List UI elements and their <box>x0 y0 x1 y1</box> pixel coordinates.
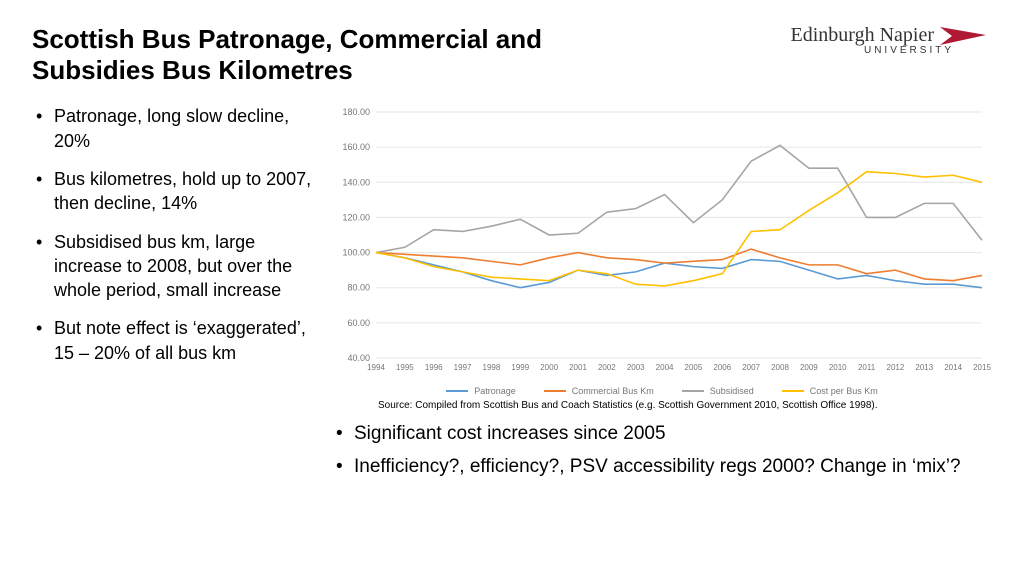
svg-text:2001: 2001 <box>569 363 587 372</box>
svg-text:40.00: 40.00 <box>347 353 370 363</box>
list-item: Bus kilometres, hold up to 2007, then de… <box>32 167 320 216</box>
svg-text:60.00: 60.00 <box>347 318 370 328</box>
svg-text:2006: 2006 <box>713 363 731 372</box>
legend-swatch <box>682 390 704 392</box>
right-column: 40.00 60.00 80.00 100.00 120.00 140.00 160.00 1… <box>332 104 992 486</box>
slide: Scottish Bus Patronage, Commercial and S… <box>0 0 1024 576</box>
slide-title: Scottish Bus Patronage, Commercial and S… <box>32 24 592 86</box>
svg-text:2011: 2011 <box>858 363 876 372</box>
legend-item: Cost per Bus Km <box>782 386 878 396</box>
svg-text:1997: 1997 <box>454 363 472 372</box>
legend-item: Patronage <box>446 386 516 396</box>
svg-text:2002: 2002 <box>598 363 616 372</box>
logo-top-row: Edinburgh Napier <box>791 24 993 47</box>
logo-wordmark: Edinburgh Napier <box>791 24 935 47</box>
legend-swatch <box>782 390 804 392</box>
left-column: Patronage, long slow decline, 20% Bus ki… <box>32 104 332 486</box>
list-item: Inefficiency?, efficiency?, PSV accessib… <box>332 454 992 481</box>
legend-swatch <box>544 390 566 392</box>
svg-text:120.00: 120.00 <box>342 213 370 223</box>
list-item: Significant cost increases since 2005 <box>332 421 992 448</box>
arrow-icon <box>940 25 992 47</box>
legend-swatch <box>446 390 468 392</box>
svg-text:1999: 1999 <box>511 363 529 372</box>
list-item: But note effect is ‘exaggerated’, 15 – 2… <box>32 316 320 365</box>
legend-label: Subsidised <box>710 386 754 396</box>
logo-subtext: UNIVERSITY <box>864 45 954 56</box>
university-logo: Edinburgh Napier UNIVERSITY <box>791 24 993 56</box>
body: Patronage, long slow decline, 20% Bus ki… <box>32 104 992 486</box>
header: Scottish Bus Patronage, Commercial and S… <box>32 24 992 86</box>
svg-text:1998: 1998 <box>483 363 501 372</box>
list-item: Subsidised bus km, large increase to 200… <box>32 230 320 303</box>
list-item: Patronage, long slow decline, 20% <box>32 104 320 153</box>
svg-text:2007: 2007 <box>742 363 760 372</box>
svg-text:2008: 2008 <box>771 363 789 372</box>
svg-text:2009: 2009 <box>800 363 818 372</box>
svg-text:2004: 2004 <box>656 363 674 372</box>
svg-text:2000: 2000 <box>540 363 558 372</box>
svg-text:2014: 2014 <box>944 363 962 372</box>
svg-text:140.00: 140.00 <box>342 178 370 188</box>
chart-legend: Patronage Commercial Bus Km Subsidised Cost… <box>332 386 992 396</box>
left-bullet-list: Patronage, long slow decline, 20% Bus ki… <box>32 104 320 365</box>
svg-text:2012: 2012 <box>887 363 905 372</box>
legend-item: Subsidised <box>682 386 754 396</box>
legend-label: Cost per Bus Km <box>810 386 878 396</box>
svg-text:180.00: 180.00 <box>342 107 370 117</box>
svg-text:2013: 2013 <box>915 363 933 372</box>
svg-text:2003: 2003 <box>627 363 645 372</box>
source-caption: Source: Compiled from Scottish Bus and C… <box>332 400 992 411</box>
legend-item: Commercial Bus Km <box>544 386 654 396</box>
svg-text:2015: 2015 <box>973 363 991 372</box>
bottom-bullets: Significant cost increases since 2005 In… <box>332 421 992 486</box>
line-chart: 40.00 60.00 80.00 100.00 120.00 140.00 160.00 1… <box>332 104 992 384</box>
legend-label: Patronage <box>474 386 516 396</box>
svg-text:1996: 1996 <box>425 363 443 372</box>
bottom-bullet-list: Significant cost increases since 2005 In… <box>332 421 992 480</box>
svg-text:160.00: 160.00 <box>342 143 370 153</box>
svg-text:1994: 1994 <box>367 363 385 372</box>
svg-text:2005: 2005 <box>685 363 703 372</box>
svg-text:1995: 1995 <box>396 363 414 372</box>
svg-text:80.00: 80.00 <box>347 283 370 293</box>
svg-text:2010: 2010 <box>829 363 847 372</box>
svg-text:100.00: 100.00 <box>342 248 370 258</box>
chart-svg: 40.00 60.00 80.00 100.00 120.00 140.00 160.00 1… <box>332 104 992 384</box>
series-line <box>376 172 982 286</box>
legend-label: Commercial Bus Km <box>572 386 654 396</box>
series-line <box>376 146 982 253</box>
